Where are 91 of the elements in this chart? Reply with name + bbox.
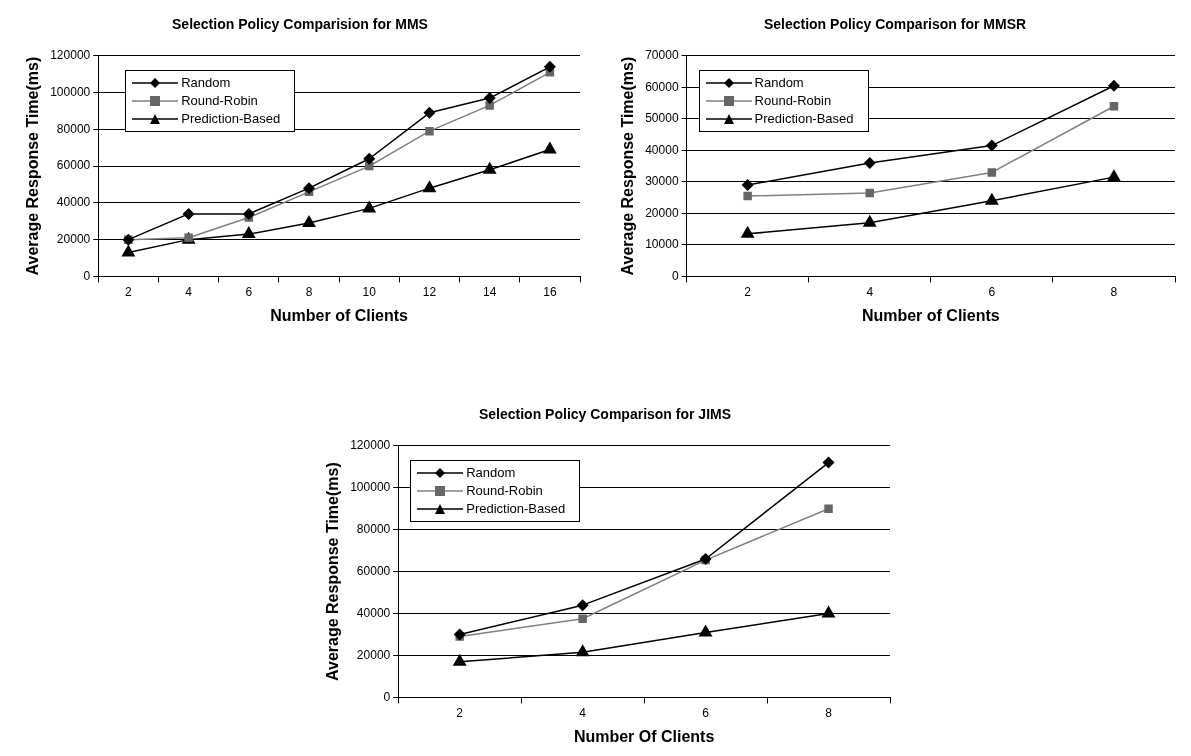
point (1107, 79, 1120, 92)
y-tick-label: 60000 (356, 563, 391, 578)
legend-label: Prediction-Based (466, 501, 566, 517)
x-tick-label: 2 (744, 284, 752, 299)
x-tick-label: 16 (543, 284, 557, 299)
y-tick-label: 40000 (356, 605, 391, 620)
x-axis-title: Number Of Clients (573, 727, 715, 745)
y-tick-label: 0 (383, 689, 391, 704)
point (241, 226, 256, 239)
point (182, 207, 195, 220)
x-tick-label: 8 (825, 705, 833, 720)
x-tick-label: 6 (245, 284, 253, 299)
point (422, 180, 437, 193)
y-tick-label: 120000 (350, 438, 391, 453)
point (453, 628, 466, 641)
point (425, 126, 434, 136)
point (302, 215, 316, 228)
x-tick-label: 6 (988, 284, 996, 299)
point (863, 156, 876, 169)
y-tick-label: 40000 (645, 142, 679, 157)
y-tick-label: 0 (83, 268, 91, 283)
point (543, 60, 556, 73)
point (575, 644, 590, 657)
chart-title: Selection Policy Comparison for MMSR (763, 16, 1027, 33)
y-tick-label: 20000 (645, 205, 679, 220)
y-tick-label: 70000 (645, 48, 679, 63)
point (741, 179, 754, 192)
y-axis-title: Average Response Time(ms) (324, 462, 342, 681)
point (822, 456, 835, 469)
y-tick-label: 60000 (56, 158, 91, 173)
legend-label: Round-Robin (754, 93, 832, 109)
point (482, 161, 497, 174)
point (363, 152, 376, 165)
legend-label: Random (181, 75, 231, 91)
legend-label: Round-Robin (466, 483, 543, 499)
y-tick-label: 100000 (350, 480, 391, 495)
point (362, 200, 377, 213)
point (987, 168, 997, 177)
point (985, 139, 998, 152)
legend-label: Random (466, 465, 516, 481)
x-tick-label: 2 (456, 705, 464, 720)
x-tick-label: 8 (305, 284, 313, 299)
point (821, 605, 836, 618)
point (542, 141, 557, 154)
y-tick-label: 10000 (645, 237, 679, 252)
point (452, 653, 467, 666)
x-tick-label: 6 (702, 705, 710, 720)
point (865, 188, 874, 198)
x-tick-label: 8 (1110, 284, 1118, 299)
point (242, 207, 255, 220)
point (824, 504, 833, 513)
legend-label: Round-Robin (181, 93, 258, 109)
y-tick-label: 40000 (56, 195, 91, 210)
x-axis-title: Number of Clients (270, 306, 409, 324)
y-tick-label: 20000 (56, 231, 91, 246)
x-tick-label: 2 (125, 284, 133, 299)
y-axis-title: Average Response Time(ms) (619, 56, 637, 276)
point (483, 92, 496, 105)
y-tick-label: 50000 (645, 111, 679, 126)
point (121, 244, 136, 257)
y-tick-label: 0 (671, 268, 679, 283)
point (862, 214, 877, 227)
y-tick-label: 30000 (645, 174, 679, 189)
x-tick-label: 10 (362, 284, 377, 299)
y-tick-label: 120000 (50, 48, 91, 63)
y-tick-label: 80000 (56, 121, 91, 136)
legend-label: Prediction-Based (181, 111, 281, 127)
point (743, 191, 752, 201)
legend-label: Random (754, 75, 804, 91)
point (576, 599, 589, 612)
x-tick-label: 4 (579, 705, 587, 720)
y-axis-title: Average Response Time(ms) (24, 56, 42, 276)
y-tick-label: 60000 (645, 79, 679, 94)
legend-label: Prediction-Based (754, 111, 854, 127)
x-axis-title: Number of Clients (861, 306, 1000, 324)
x-tick-label: 4 (185, 284, 193, 299)
chart-title: Selection Policy Comparison for JIMS (478, 406, 732, 423)
x-tick-label: 4 (866, 284, 874, 299)
point (698, 624, 713, 637)
point (740, 225, 755, 238)
point (578, 614, 587, 624)
y-tick-label: 80000 (356, 521, 391, 536)
x-tick-label: 12 (422, 284, 437, 299)
point (984, 192, 999, 205)
point (303, 182, 316, 195)
y-tick-label: 20000 (356, 647, 391, 662)
y-tick-label: 100000 (50, 84, 91, 99)
x-tick-label: 14 (482, 284, 497, 299)
point (423, 106, 436, 119)
point (1107, 169, 1121, 182)
chart-title: Selection Policy Comparision for MMS (172, 16, 428, 33)
